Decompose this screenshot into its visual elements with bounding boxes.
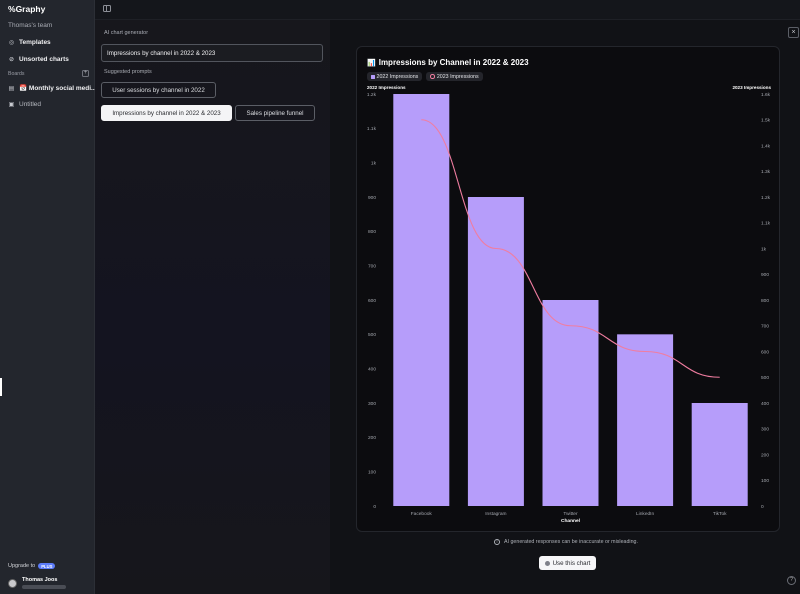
y-tick-label-right: 900 (761, 272, 769, 278)
sidebar-item-board[interactable]: ▤ 📅 Monthly social medi... (8, 82, 97, 94)
board-icon: ▤ (8, 85, 15, 92)
y-tick-label-left: 400 (368, 366, 376, 372)
y-tick-label-right: 0 (761, 504, 764, 510)
y-tick-label-right: 1.2k (761, 195, 771, 201)
sidebar-item-label: 📅 Monthly social medi... (19, 85, 97, 92)
y-tick-label-right: 100 (761, 478, 769, 484)
user-profile[interactable]: Thomas Joos (8, 577, 66, 589)
y-tick-label-left: 700 (368, 263, 376, 269)
team-switcher[interactable]: Thomas's team (8, 22, 53, 29)
sidebar-item-board[interactable]: ▣ Untitled (8, 98, 41, 110)
y-tick-label-left: 1k (371, 160, 377, 166)
y-tick-label-left: 1.1k (367, 126, 377, 132)
y-tick-label-left: 0 (373, 504, 376, 510)
sidebar-item-label: Unsorted charts (19, 55, 69, 63)
bar (467, 197, 524, 506)
warning-icon: ! (494, 539, 500, 545)
sidebar-item-label: Untitled (19, 100, 42, 108)
y-tick-label-right: 600 (761, 349, 769, 355)
y-tick-label-left: 800 (368, 229, 376, 235)
help-icon[interactable]: ? (787, 576, 796, 585)
y-tick-label-left: 900 (368, 195, 376, 201)
prompt-chip-selected[interactable]: Impressions by channel in 2022 & 2023 (101, 105, 232, 121)
chart-legend: 2022 Impressions 2023 Impressions (367, 72, 483, 81)
y-tick-label-right: 500 (761, 375, 769, 381)
top-bar (95, 0, 800, 20)
x-tick-label: LinkedIn (636, 511, 654, 517)
x-tick-label: Instagram (485, 511, 506, 517)
prompt-chip[interactable]: Sales pipeline funnel (235, 105, 315, 121)
bar-chart-icon: 📊 (367, 59, 376, 67)
x-tick-label: Twitter (563, 511, 578, 517)
sidebar-item-templates[interactable]: ◎ Templates (8, 36, 51, 48)
y-tick-label-right: 800 (761, 298, 769, 304)
ai-disclaimer: ! AI generated responses can be inaccura… (494, 539, 638, 545)
sidebar: %Graphy Thomas's team ◎ Templates ⊘ Unso… (0, 0, 97, 594)
y-tick-label-right: 1.1k (761, 221, 771, 227)
board-icon: ▣ (8, 101, 15, 108)
x-tick-label: TikTok (713, 511, 727, 517)
prompt-chip[interactable]: User sessions by channel in 2022 (101, 82, 216, 98)
plan-badge: PLUS (38, 563, 56, 569)
y-tick-label-left: 200 (368, 435, 376, 441)
chart-icon (544, 560, 550, 566)
bar (617, 334, 674, 506)
y-tick-label-left: 600 (368, 298, 376, 304)
link-icon: ⊘ (8, 56, 15, 63)
sidebar-item-label: Templates (19, 38, 51, 46)
graphy-logo[interactable]: %Graphy (8, 4, 46, 14)
sidebar-item-unsorted-charts[interactable]: ⊘ Unsorted charts (8, 53, 69, 65)
suggested-prompts-label: Suggested prompts (104, 69, 152, 75)
panel-title: AI chart generator (104, 30, 149, 36)
y-axis-left-title: 2022 Impressions (367, 85, 406, 90)
series-line-2023 (421, 119, 720, 378)
y-tick-label-right: 1.4k (761, 143, 771, 149)
prompt-input[interactable]: Impressions by channel in 2022 & 2023 (101, 44, 323, 62)
y-tick-label-left: 1.2k (367, 92, 377, 98)
close-icon: × (791, 29, 796, 36)
x-tick-label: Facebook (411, 511, 433, 517)
close-button[interactable]: × (788, 27, 799, 38)
y-tick-label-right: 1.5k (761, 118, 771, 124)
use-this-chart-button[interactable]: Use this chart (539, 556, 596, 570)
boards-section-label: Boards (8, 71, 25, 77)
avatar (8, 578, 17, 588)
chart-title: 📊 Impressions by Channel in 2022 & 2023 (367, 58, 529, 67)
y-axis-right-title: 2023 Impressions (732, 85, 771, 90)
y-tick-label-right: 1k (761, 246, 767, 252)
user-name: Thomas Joos (22, 577, 58, 583)
legend-item-2023[interactable]: 2023 Impressions (426, 72, 483, 81)
resize-handle[interactable] (0, 378, 2, 396)
y-tick-label-left: 100 (368, 469, 376, 475)
y-tick-label-left: 300 (368, 401, 376, 407)
y-tick-label-right: 200 (761, 452, 769, 458)
y-tick-label-right: 700 (761, 324, 769, 330)
chart-plot: 2022 Impressions 2023 Impressions 0 100 200 3… (367, 85, 772, 524)
bar (393, 94, 450, 506)
logo-mark-icon: % (8, 4, 16, 14)
bar (542, 300, 599, 506)
collapse-sidebar-icon[interactable] (103, 5, 111, 12)
y-tick-label-right: 1.6k (761, 92, 771, 98)
bar-swatch-icon (371, 74, 375, 79)
chart-card: 📊 Impressions by Channel in 2022 & 2023 … (356, 46, 780, 532)
chart-preview-area: × 📊 Impressions by Channel in 2022 & 202… (330, 20, 800, 594)
lightbulb-icon: ◎ (8, 39, 15, 46)
y-tick-label-right: 1.3k (761, 169, 771, 175)
x-axis-title: Channel (561, 518, 580, 524)
upgrade-link[interactable]: Upgrade to PLUS (8, 563, 56, 569)
legend-item-2022[interactable]: 2022 Impressions (367, 72, 423, 81)
y-tick-label-right: 400 (761, 401, 769, 407)
bar (691, 403, 748, 506)
add-board-button[interactable]: + (82, 70, 89, 77)
y-tick-label-left: 500 (368, 332, 376, 338)
y-tick-label-right: 300 (761, 427, 769, 433)
user-email-redacted (22, 585, 66, 589)
line-swatch-icon (430, 74, 435, 79)
ai-generator-panel: AI chart generator Impressions by channe… (95, 20, 330, 594)
